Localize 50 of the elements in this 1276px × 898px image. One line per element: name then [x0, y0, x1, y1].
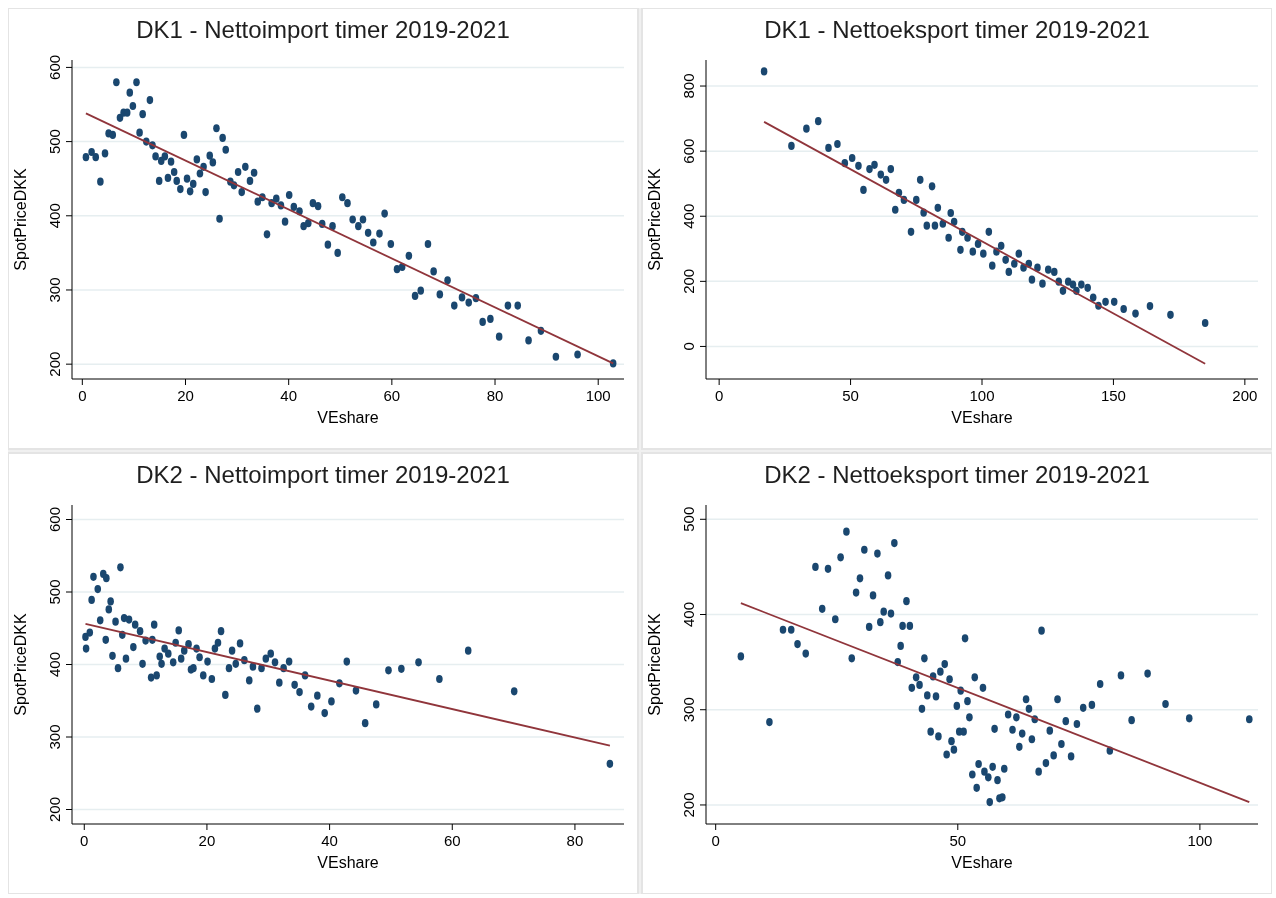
y-tick-label: 600 [46, 506, 63, 533]
chart-title: DK2 - Nettoimport timer 2019-2021 [136, 461, 510, 488]
chart-title: DK2 - Nettoeksport timer 2019-2021 [764, 461, 1150, 488]
chart-title: DK1 - Nettoeksport timer 2019-2021 [764, 16, 1150, 43]
y-tick-label: 600 [680, 138, 697, 164]
x-tick-label: 20 [177, 387, 194, 404]
x-tick-label: 0 [714, 387, 724, 404]
x-tick-label: 80 [566, 832, 584, 849]
x-tick-label: 50 [949, 832, 967, 849]
y-tick-label: 0 [680, 342, 697, 351]
x-tick-label: 0 [80, 832, 89, 849]
x-tick-label: 150 [1100, 387, 1126, 404]
x-axis-title: VEshare [951, 854, 1013, 871]
x-tick-label: 100 [969, 387, 995, 404]
y-tick-label: 200 [680, 792, 697, 818]
x-tick-label: 0 [711, 832, 720, 849]
y-tick-label: 400 [46, 203, 63, 229]
x-tick-label: 60 [383, 387, 401, 404]
x-tick-label: 0 [78, 387, 87, 404]
y-tick-label: 300 [46, 277, 63, 303]
x-tick-label: 100 [585, 387, 611, 404]
y-axis-title: SpotPriceDKK [12, 168, 29, 271]
y-tick-label: 200 [680, 268, 697, 294]
y-tick-label: 400 [680, 601, 697, 628]
y-tick-label: 200 [46, 351, 63, 377]
y-tick-label: 800 [680, 73, 697, 99]
y-tick-label: 500 [46, 129, 63, 155]
x-tick-label: 40 [321, 832, 338, 849]
x-tick-label: 100 [1187, 832, 1213, 849]
x-tick-label: 200 [1232, 387, 1258, 404]
y-axis-title: SpotPriceDKK [646, 168, 663, 271]
x-tick-label: 80 [486, 387, 504, 404]
y-axis-title: SpotPriceDKK [12, 613, 29, 716]
y-tick-label: 200 [46, 796, 63, 823]
y-axis-title: SpotPriceDKK [646, 613, 663, 716]
y-tick-label: 400 [46, 651, 63, 678]
y-tick-label: 400 [680, 203, 697, 229]
y-tick-label: 500 [680, 506, 697, 532]
y-tick-label: 500 [46, 579, 63, 605]
x-tick-label: 50 [842, 387, 859, 404]
y-tick-label: 300 [46, 724, 63, 750]
chart-title: DK1 - Nettoimport timer 2019-2021 [136, 16, 510, 43]
y-tick-label: 300 [680, 697, 697, 723]
x-axis-title: VEshare [317, 409, 379, 426]
x-axis-title: VEshare [317, 854, 379, 871]
x-tick-label: 20 [198, 832, 216, 849]
x-tick-label: 40 [280, 387, 298, 404]
x-axis-title: VEshare [951, 409, 1013, 426]
y-tick-label: 600 [46, 54, 63, 80]
x-tick-label: 60 [443, 832, 461, 849]
